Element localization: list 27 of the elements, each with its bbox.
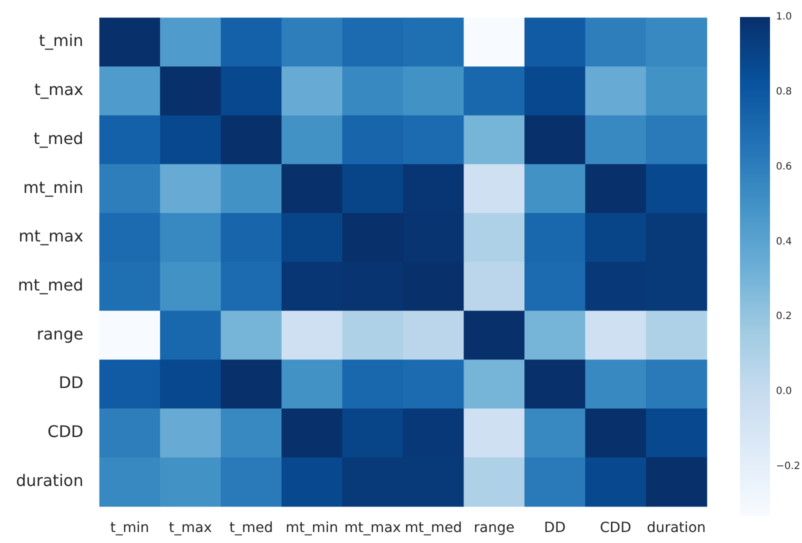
x-tick-label: mt_min — [286, 520, 338, 536]
color-bar-label: 0.4 — [776, 236, 792, 248]
x-tick-label: range — [474, 520, 514, 536]
x-tick-label: t_med — [229, 520, 273, 536]
x-tick-label: mt_med — [404, 520, 462, 536]
y-tick-label: mt_med — [18, 275, 84, 294]
y-tick-label: mt_min — [23, 178, 84, 197]
y-tick-label: mt_max — [18, 226, 84, 246]
y-tick-label: t_med — [33, 128, 84, 148]
color-bar-label: 0.8 — [776, 86, 792, 98]
x-tick-label: duration — [646, 520, 706, 536]
x-tick-label: mt_max — [344, 520, 401, 536]
color-bar-label: 0.0 — [776, 386, 792, 398]
color-bar-label: 1.0 — [776, 12, 792, 23]
y-tick-label: DD — [58, 373, 84, 392]
y-tick-label: t_max — [34, 80, 84, 100]
x-tick-label: CDD — [600, 520, 632, 536]
y-tick-label: range — [36, 324, 84, 344]
y-tick-label: t_min — [38, 31, 84, 50]
y-tick-label: duration — [16, 470, 84, 490]
color-bar-label: 0.6 — [776, 161, 792, 172]
color-bar-label: 0.2 — [776, 311, 792, 322]
y-tick-label: CDD — [48, 422, 84, 442]
x-tick-label: DD — [544, 520, 566, 536]
x-tick-label: t_max — [168, 520, 212, 536]
x-tick-label: t_min — [110, 520, 150, 536]
color-bar-label: −0.2 — [776, 460, 800, 472]
